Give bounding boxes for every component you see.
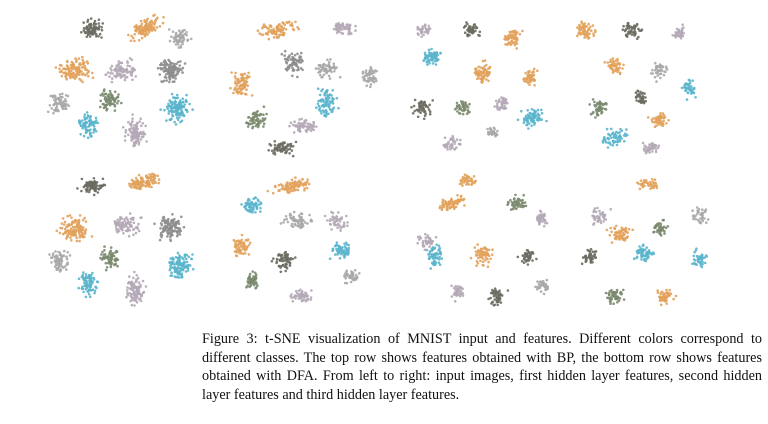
scatter-plot <box>580 178 710 307</box>
tsne-dfa-hidden2 <box>392 166 582 326</box>
figure-caption: Figure 3: t-SNE visualization of MNIST i… <box>202 330 762 404</box>
tsne-bp-hidden1 <box>212 8 402 168</box>
scatter-plot <box>416 173 550 307</box>
tsne-dfa-hidden3 <box>560 166 750 326</box>
tsne-bp-input <box>30 8 220 168</box>
scatter-plot <box>410 21 548 151</box>
scatter-plot <box>46 13 194 148</box>
tsne-bp-hidden2 <box>392 8 582 168</box>
scatter-plot <box>232 176 361 303</box>
caption-text: t-SNE visualization of MNIST input and f… <box>202 331 763 403</box>
tsne-dfa-input <box>30 166 220 326</box>
caption-label: Figure 3: <box>202 331 258 347</box>
scatter-plot <box>576 20 697 155</box>
scatter-plot <box>229 20 378 158</box>
tsne-dfa-hidden1 <box>212 166 402 326</box>
tsne-bp-hidden3 <box>560 8 750 168</box>
scatter-plot <box>48 172 195 307</box>
